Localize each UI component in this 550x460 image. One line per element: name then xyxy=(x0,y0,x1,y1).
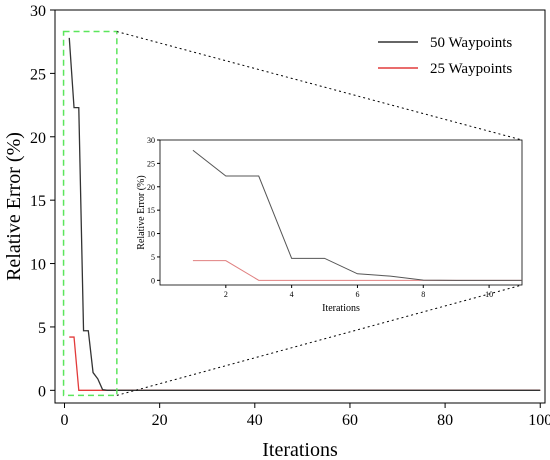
x-tick-label: 0 xyxy=(61,412,69,429)
x-tick-label: 60 xyxy=(342,412,358,429)
inset-plot-frame xyxy=(159,139,523,286)
y-tick-label: 25 xyxy=(30,66,46,83)
inset-x-tick-label: 8 xyxy=(421,290,425,299)
y-tick-label: 30 xyxy=(30,3,46,20)
x-tick-label: 20 xyxy=(152,412,168,429)
inset-y-tick-label: 10 xyxy=(147,230,155,239)
inset-y-axis-title: Relative Error (%) xyxy=(136,175,147,249)
y-tick-label: 0 xyxy=(38,383,46,400)
inset-y-tick-label: 0 xyxy=(151,276,155,285)
x-tick-label: 80 xyxy=(437,412,453,429)
inset-y-tick-label: 30 xyxy=(147,136,155,145)
inset-series-line-50-waypoints xyxy=(192,149,522,281)
series-line-25-waypoints xyxy=(69,336,541,391)
y-axis-title: Relative Error (%) xyxy=(3,132,25,281)
inset-y-tick-label: 15 xyxy=(147,206,155,215)
y-tick-label: 5 xyxy=(38,320,46,337)
inset-y-tick-label: 5 xyxy=(151,253,155,262)
inset-plot: 2 4 6 8 10 0 5 10 15 20 25 30 Iterations Relative Err… xyxy=(136,136,523,314)
legend: 50 Waypoints 25 Waypoints xyxy=(378,35,512,77)
inset-x-tick-label: 10 xyxy=(485,290,493,299)
y-tick-label: 15 xyxy=(30,193,46,210)
inset-x-tick-label: 6 xyxy=(355,290,359,299)
y-tick-label: 20 xyxy=(30,130,46,147)
y-tick-label: 10 xyxy=(30,257,46,274)
zoom-region-box xyxy=(62,30,118,397)
inset-x-tick-label: 2 xyxy=(224,290,228,299)
inset-x-axis-title: Iterations xyxy=(322,303,360,314)
x-tick-label: 40 xyxy=(247,412,263,429)
legend-label: 50 Waypoints xyxy=(430,35,512,51)
x-tick-label: 100 xyxy=(528,412,550,429)
inset-x-tick-label: 4 xyxy=(290,290,294,299)
x-axis-title: Iterations xyxy=(262,439,338,460)
legend-label: 25 Waypoints xyxy=(430,61,512,77)
inset-y-tick-label: 25 xyxy=(147,159,155,168)
zoom-connector-bottom xyxy=(116,284,523,396)
inset-y-tick-label: 20 xyxy=(147,183,155,192)
main-plot-frame xyxy=(54,9,546,404)
main-plot: 0 20 40 60 80 100051015202530IterationsRelati… xyxy=(3,3,550,460)
series-line-50-waypoints xyxy=(68,37,541,391)
